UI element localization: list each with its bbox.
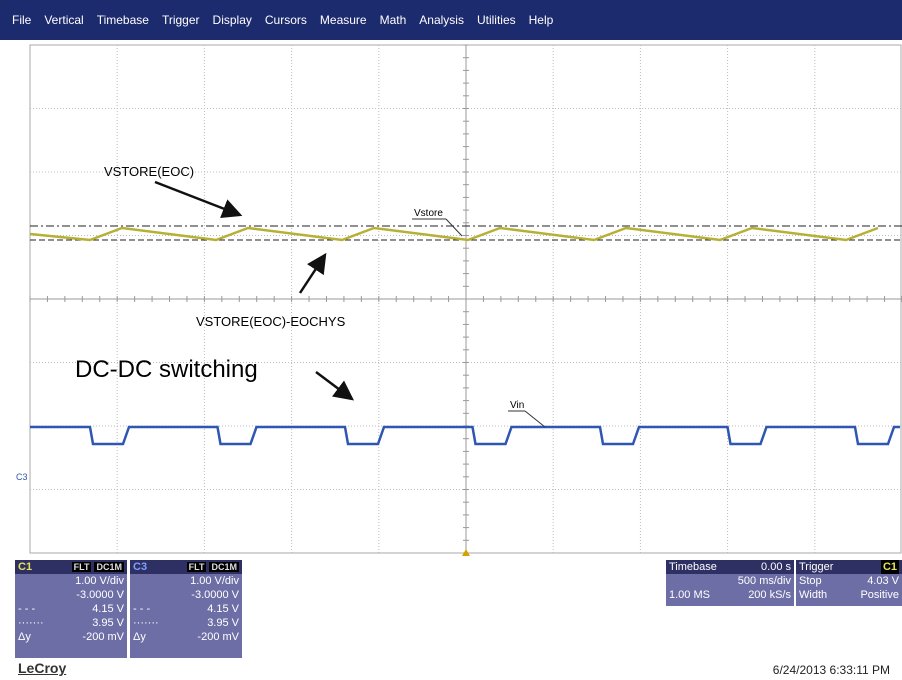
trigger-box: Trigger C1 Stop 4.03 V Width Positive (796, 560, 902, 606)
channel-box: C3 FLT DC1M 1.00 V/div -3.0000 V- - -4.15 V ·… (130, 560, 242, 658)
label-vin: Vin (510, 400, 524, 411)
timestamp: 6/24/2013 6:33:11 PM (772, 663, 890, 677)
trace-vin (30, 425, 900, 446)
cursor-row: ······· 3.95 V (130, 616, 242, 630)
badge: DC1M (94, 562, 124, 572)
value: 4.15 V (92, 603, 124, 615)
cursor-row: - - - 4.15 V (15, 602, 127, 616)
type: Width (799, 589, 828, 601)
menu-item[interactable]: Help (528, 13, 554, 27)
menu-item[interactable]: Analysis (419, 13, 464, 27)
value: -200 mV (197, 631, 239, 643)
tb-row: Timebase 0.00 s (666, 560, 794, 574)
channel-marker: C3 (16, 472, 28, 482)
tr-row: Stop 4.03 V (796, 574, 902, 588)
cursor-row: Δy -200 mV (130, 630, 242, 644)
symbol: ······· (18, 617, 44, 629)
value: 3.95 V (92, 617, 124, 629)
badge: FLT (186, 562, 207, 572)
label-leader (524, 410, 546, 428)
annotation: VSTORE(EOC) (104, 164, 194, 179)
samples: 1.00 MS (669, 589, 710, 601)
menu-item[interactable]: Display (212, 13, 252, 27)
arrow (298, 252, 327, 294)
label: Timebase (669, 561, 717, 573)
menu-item[interactable]: Math (379, 13, 407, 27)
rate: 200 kS/s (748, 589, 791, 601)
scale: 1.00 V/div (190, 575, 239, 587)
menu-item[interactable]: Vertical (44, 13, 84, 27)
menu-item[interactable]: Cursors (264, 13, 307, 27)
label-vstore: Vstore (414, 208, 443, 219)
symbol: - - - (18, 603, 36, 615)
symbol: ······· (133, 617, 159, 629)
value: -200 mV (82, 631, 124, 643)
brand: LeCroy (18, 660, 67, 676)
badge: FLT (71, 562, 92, 572)
annotation: VSTORE(EOC)-EOCHYS (196, 314, 346, 329)
menu-item[interactable]: Trigger (161, 13, 200, 27)
mode: Stop (799, 575, 822, 587)
symbol: Δy (18, 631, 31, 643)
scope-display: VSTORE(EOC) VSTORE(EOC)-EOCHYS DC-DC switc… (16, 44, 902, 556)
menu-item[interactable]: Timebase (96, 13, 149, 27)
menu-item[interactable]: Utilities (476, 13, 516, 27)
source: C1 (880, 560, 899, 574)
tb-scale: 500 ms/div (737, 575, 791, 587)
level: 4.03 V (867, 575, 899, 587)
menu-bar: File Vertical Timebase Trigger Display Cursor… (0, 0, 902, 40)
channel-name: C3 (133, 561, 148, 573)
arrow (154, 180, 243, 218)
offset: -3.0000 V (191, 589, 239, 601)
symbol: - - - (133, 603, 151, 615)
channel-box: C1 FLT DC1M 1.00 V/div -3.0000 V- - -4.15 V ·… (15, 560, 127, 658)
trigger-marker (462, 549, 470, 556)
trace-vstore (30, 226, 879, 242)
tr-row: Trigger C1 (796, 560, 902, 574)
label: Trigger (799, 561, 834, 573)
scale: 1.00 V/div (75, 575, 124, 587)
value: 3.95 V (207, 617, 239, 629)
symbol: Δy (133, 631, 146, 643)
cursor-row: ······· 3.95 V (15, 616, 127, 630)
value: 4.15 V (207, 603, 239, 615)
badge: DC1M (209, 562, 239, 572)
timebase-box: Timebase 0.00 s 500 ms/div 1.00 MS 200 kS/s (666, 560, 794, 606)
cursor-row: Δy -200 mV (15, 630, 127, 644)
tb-row: 1.00 MS 200 kS/s (666, 588, 794, 602)
offset: -3.0000 V (76, 589, 124, 601)
menu-item[interactable]: Measure (319, 13, 367, 27)
menu-item[interactable]: File (12, 13, 32, 27)
channel-header: C1 FLT DC1M (15, 560, 127, 574)
arrow (315, 371, 354, 401)
delay: 0.00 s (761, 561, 791, 573)
slope: Positive (860, 589, 899, 601)
channel-name: C1 (18, 561, 33, 573)
cursor-row: - - - 4.15 V (130, 602, 242, 616)
label-leader (445, 218, 463, 237)
annotation: DC-DC switching (75, 356, 258, 383)
tr-row: Width Positive (796, 588, 902, 602)
channel-header: C3 FLT DC1M (130, 560, 242, 574)
